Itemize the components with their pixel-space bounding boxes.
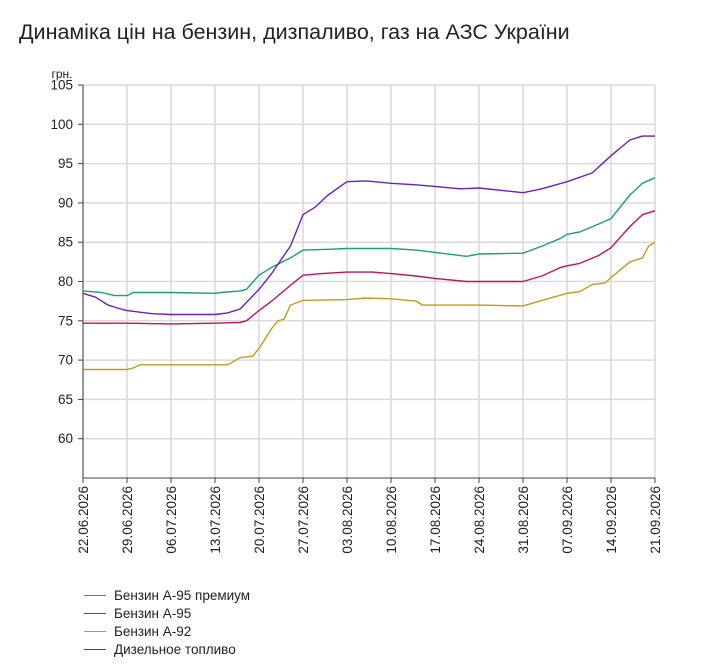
y-tick-label: 60 xyxy=(58,431,73,446)
x-tick-label: 03.08.2026 xyxy=(340,486,355,554)
chart-title: Динаміка цін на бензин, дизпаливо, газ н… xyxy=(19,20,570,44)
x-tick-label: 13.07.2026 xyxy=(208,486,223,554)
x-tick-label: 27.07.2026 xyxy=(296,486,311,554)
y-tick-label: 75 xyxy=(58,313,73,328)
legend-swatch xyxy=(84,630,106,632)
y-tick-label: 100 xyxy=(50,117,73,132)
series-line-diesel xyxy=(82,135,655,316)
y-tick-label: 90 xyxy=(58,195,73,210)
x-tick-label: 06.07.2026 xyxy=(164,486,179,554)
y-tick-label: 85 xyxy=(58,235,73,250)
series-lines xyxy=(82,135,656,371)
legend-item-diesel[interactable]: Дизельное топливо xyxy=(84,640,250,658)
y-tick-label: 65 xyxy=(58,392,73,407)
series-line-95 xyxy=(83,210,656,325)
x-tick-label: 22.06.2026 xyxy=(76,486,91,554)
legend-item-premium-95[interactable]: Бензин А-95 премиум xyxy=(84,586,250,604)
x-tick-label: 10.08.2026 xyxy=(384,486,399,554)
price-chart: 60 65 70 75 80 85 90 95 100 105 22.06.2026 29.06.20… xyxy=(50,67,663,554)
legend-swatch xyxy=(84,648,106,650)
y-tick-label: 95 xyxy=(58,156,73,171)
legend-label: Бензин А-92 xyxy=(114,623,192,639)
series-line-92 xyxy=(83,241,656,371)
x-tick-label: 29.06.2026 xyxy=(120,486,135,554)
x-tick-label: 20.07.2026 xyxy=(252,486,267,554)
legend-label: Дизельное топливо xyxy=(114,641,236,657)
y-tick-label: 70 xyxy=(58,353,73,368)
x-tick-label: 21.09.2026 xyxy=(648,486,663,554)
series-line-premium-95 xyxy=(82,177,656,297)
grid xyxy=(82,84,656,478)
axes: 60 65 70 75 80 85 90 95 100 105 22.06.2026 29.06.20… xyxy=(50,78,663,554)
y-tick-label: 105 xyxy=(50,78,73,93)
legend-swatch xyxy=(84,594,106,596)
x-tick-label: 14.09.2026 xyxy=(604,486,619,554)
legend-label: Бензин А-95 xyxy=(114,605,192,621)
x-tick-label: 31.08.2026 xyxy=(516,486,531,554)
y-axis-label: грн. xyxy=(51,67,72,81)
legend-swatch xyxy=(84,612,106,614)
legend-item-95[interactable]: Бензин А-95 xyxy=(84,604,250,622)
x-tick-label: 17.08.2026 xyxy=(428,486,443,554)
legend: Бензин А-95 премиум Бензин А-95 Бензин А… xyxy=(84,586,250,658)
legend-label: Бензин А-95 премиум xyxy=(114,587,251,603)
y-tick-label: 80 xyxy=(58,274,73,289)
x-tick-label: 07.09.2026 xyxy=(560,486,575,554)
x-tick-label: 24.08.2026 xyxy=(472,486,487,554)
legend-item-92[interactable]: Бензин А-92 xyxy=(84,622,250,640)
